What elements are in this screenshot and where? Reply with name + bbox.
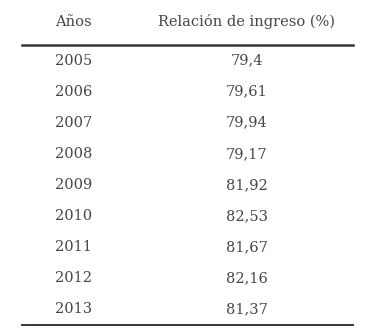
Text: 82,53: 82,53 — [226, 209, 268, 223]
Text: 2011: 2011 — [55, 240, 92, 254]
Text: 2009: 2009 — [55, 178, 92, 192]
Text: Relación de ingreso (%): Relación de ingreso (%) — [158, 14, 335, 29]
Text: 2005: 2005 — [55, 54, 92, 67]
Text: 2008: 2008 — [55, 147, 92, 161]
Text: 79,61: 79,61 — [226, 85, 268, 99]
Text: 81,37: 81,37 — [226, 302, 268, 316]
Text: 2007: 2007 — [55, 116, 92, 130]
Text: Años: Años — [55, 15, 92, 29]
Text: 2006: 2006 — [55, 85, 92, 99]
Text: 79,4: 79,4 — [230, 54, 263, 67]
Text: 2013: 2013 — [55, 302, 92, 316]
Text: 82,16: 82,16 — [226, 271, 268, 285]
Text: 2010: 2010 — [55, 209, 92, 223]
Text: 81,67: 81,67 — [226, 240, 268, 254]
Text: 2012: 2012 — [55, 271, 92, 285]
Text: 79,94: 79,94 — [226, 116, 268, 130]
Text: 81,92: 81,92 — [226, 178, 268, 192]
Text: 79,17: 79,17 — [226, 147, 268, 161]
